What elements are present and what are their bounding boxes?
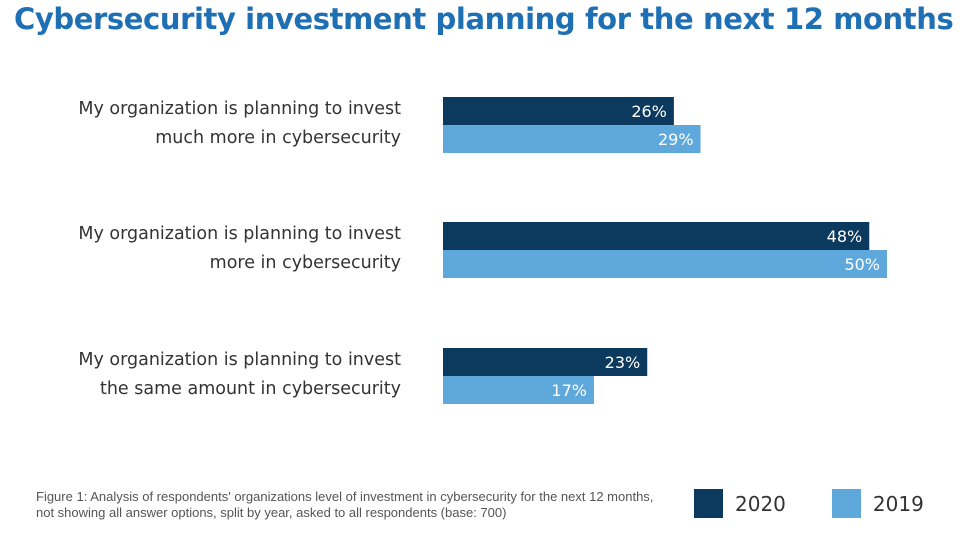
legend-item-2020: 2020 — [694, 489, 786, 518]
data-label-2020: 26% — [631, 102, 667, 121]
category-label: My organization is planning to invest the… — [78, 350, 401, 399]
legend: 2020 2019 — [694, 489, 924, 518]
bar-2019 — [443, 125, 701, 153]
chart-title: Cybersecurity investment planning for th… — [14, 2, 954, 36]
bar-2020 — [443, 97, 674, 125]
data-label-2020: 23% — [605, 353, 641, 372]
data-label-2019: 50% — [844, 255, 880, 274]
category-label: My organization is planning to invest muc… — [78, 99, 401, 148]
category-label-line: My organization is planning to invest — [78, 350, 401, 370]
bar-2020 — [443, 222, 870, 250]
category-label-line: the same amount in cybersecurity — [100, 379, 401, 399]
bar-2019 — [443, 376, 594, 404]
bar-2020 — [443, 348, 648, 376]
category-label-line: My organization is planning to invest — [78, 224, 401, 244]
category-label: My organization is planning to invest mor… — [78, 224, 401, 273]
legend-swatch-2019 — [831, 489, 861, 518]
bar-2019 — [443, 250, 887, 278]
category-label-line: My organization is planning to invest — [78, 99, 401, 119]
data-label-2019: 29% — [658, 130, 694, 149]
figure-caption: Figure 1: Analysis of respondents' organ… — [36, 489, 654, 520]
category-label-line: more in cybersecurity — [210, 253, 401, 273]
data-label-2019: 17% — [551, 381, 587, 400]
category-label-line: much more in cybersecurity — [155, 128, 401, 148]
data-label-2020: 48% — [827, 227, 863, 246]
legend-label-2020: 2020 — [735, 491, 786, 516]
legend-label-2019: 2019 — [872, 491, 924, 516]
legend-item-2019: 2019 — [831, 489, 924, 518]
bar-chart: My organization is planning to invest muc… — [78, 97, 887, 404]
legend-swatch-2020 — [694, 489, 723, 518]
